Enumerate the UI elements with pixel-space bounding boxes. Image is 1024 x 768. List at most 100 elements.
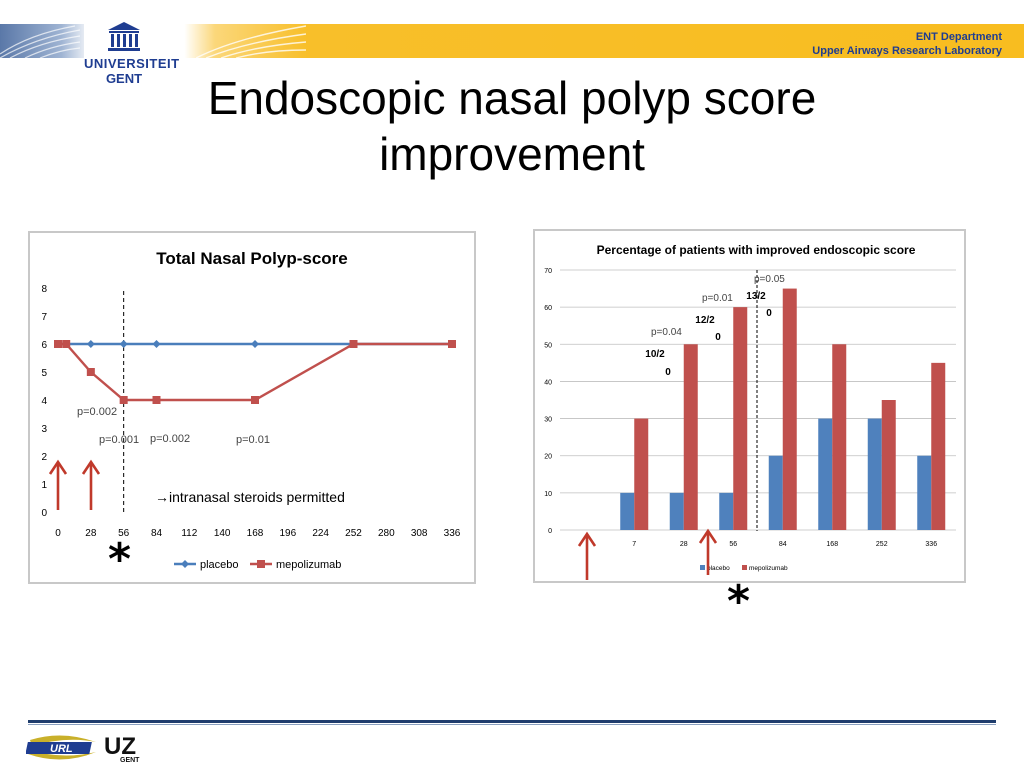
slide-title: Endoscopic nasal polyp score improvement	[150, 70, 874, 182]
chart1-xtick-label: 224	[312, 528, 329, 539]
chart2-xtick-label: 84	[779, 541, 787, 548]
chart2-bar-placebo	[620, 492, 635, 530]
up-arrow-4-head	[698, 528, 718, 544]
chart2-bar-placebo	[768, 455, 783, 530]
header-band	[0, 24, 1024, 58]
chart2-legend-swatch-placebo	[700, 565, 705, 570]
chart2-bar-placebo	[867, 418, 882, 530]
chart1-point-mepolizumab	[54, 340, 62, 348]
significance-star-right: *	[727, 576, 751, 627]
up-arrow-3-head	[577, 531, 597, 547]
chart2-bar-placebo	[719, 492, 734, 530]
url-logo: URL	[26, 735, 96, 760]
chart2-bar-placebo	[669, 492, 684, 530]
chart2-fraction-label: 13/2	[746, 291, 766, 302]
chart1-point-placebo	[251, 340, 259, 348]
chart2-bar-mepolizumab	[683, 344, 698, 530]
chart1-xtick-label: 56	[118, 528, 130, 539]
chart1-legend-label: mepolizumab	[276, 559, 341, 571]
chart1-xtick-label: 84	[151, 528, 163, 539]
building-icon	[108, 22, 140, 51]
chart2-fraction-label: 12/2	[695, 315, 715, 326]
chart1-legend-label: placebo	[200, 559, 239, 571]
chart2-title: Percentage of patients with improved end…	[597, 243, 916, 257]
chart2-xtick-label: 336	[925, 541, 937, 548]
uz-logo-text: UZ	[104, 733, 136, 760]
uz-logo-sub: GENT	[120, 757, 140, 764]
chart2-ytick-label: 60	[544, 305, 552, 312]
chart2-fraction-label: 10/2	[645, 349, 665, 360]
chart1-point-mepolizumab	[349, 340, 358, 348]
chart2-pvalue-label: p=0.05	[754, 274, 785, 285]
chart2-ytick-label: 30	[544, 417, 552, 424]
chart2-fraction-label: 0	[766, 308, 772, 319]
uz-gent-logo: UZ GENT	[104, 733, 140, 764]
chart1-title: Total Nasal Polyp-score	[156, 249, 347, 268]
chart1-xtick-label: 252	[345, 528, 362, 539]
footer-rule	[28, 720, 996, 723]
chart1-pvalue-label: p=0.01	[236, 434, 270, 446]
chart1-ytick-label: 0	[41, 508, 47, 519]
chart1-point-mepolizumab	[86, 368, 95, 376]
chart1-legend-marker-mepolizumab	[257, 560, 265, 568]
chart2-xtick-label: 28	[680, 541, 688, 548]
chart1-point-placebo	[152, 340, 161, 348]
chart1-pvalue-label: p=0.002	[77, 406, 117, 418]
improved-endoscopic-score-chart: Percentage of patients with improved end…	[533, 229, 966, 583]
chart2-bar-placebo	[818, 418, 833, 530]
chart1-ytick-label: 6	[41, 340, 47, 351]
nasal-polyp-score-chart: Total Nasal Polyp-score 0 1 2 3 4 5 6 7 8 0 28 56 84 1…	[28, 231, 476, 584]
chart1-point-mepolizumab	[62, 340, 71, 348]
chart2-xtick-label: 252	[876, 541, 888, 548]
chart1-steroid-note: →intranasal steroids permitted	[155, 489, 345, 505]
chart2-pvalue-label: p=0.04	[651, 327, 682, 338]
chart2-xtick-label: 168	[826, 541, 838, 548]
chart1-series-line-mepolizumab	[58, 342, 452, 402]
chart1-point-mepolizumab	[152, 396, 161, 404]
chart2-bar-mepolizumab	[931, 362, 946, 530]
chart2-bar-mepolizumab	[733, 307, 748, 530]
chart1-ytick-label: 3	[41, 424, 47, 435]
department-line-2: Upper Airways Research Laboratory	[812, 45, 1002, 57]
chart2-xtick-label: 56	[729, 541, 737, 548]
slide-title-line-2: improvement	[379, 128, 645, 180]
logo-line-1: UNIVERSITEIT	[84, 56, 180, 71]
chart1-xtick-label: 280	[378, 528, 395, 539]
chart2-bar-mepolizumab	[634, 418, 649, 530]
up-arrow-2-head	[81, 459, 101, 475]
chart1-point-mepolizumab	[251, 396, 259, 404]
chart1-xtick-label: 0	[55, 528, 61, 539]
chart1-ytick-label: 5	[41, 368, 47, 379]
department-label: ENT Department Upper Airways Research La…	[812, 30, 1002, 58]
url-logo-text: URL	[50, 743, 73, 755]
chart1-point-mepolizumab	[448, 340, 456, 348]
header-stripes-decoration	[0, 25, 80, 58]
chart1-xtick-label: 140	[214, 528, 231, 539]
chart2-bar-mepolizumab	[832, 344, 847, 530]
slide-title-line-1: Endoscopic nasal polyp score	[207, 72, 817, 124]
chart2-bar-mepolizumab	[881, 400, 896, 530]
improved-endoscopic-score-svg: Percentage of patients with improved end…	[544, 243, 956, 572]
chart1-ytick-label: 1	[41, 480, 47, 491]
chart2-ytick-label: 50	[544, 342, 552, 349]
chart2-legend-swatch-mepolizumab	[742, 565, 747, 570]
chart1-xtick-label: 28	[85, 528, 97, 539]
department-line-1: ENT Department	[915, 31, 1002, 43]
chart2-legend-label: mepolizumab	[749, 565, 788, 572]
chart2-ytick-label: 20	[544, 454, 552, 461]
universiteit-gent-logo: UNIVERSITEIT GENT	[84, 18, 180, 90]
chart1-xtick-label: 112	[181, 528, 197, 539]
header-stripes-decoration-2	[196, 25, 306, 58]
chart1-xtick-label: 336	[444, 528, 461, 539]
chart2-pvalue-label: p=0.01	[702, 293, 733, 304]
chart2-bar-mepolizumab	[782, 288, 797, 530]
chart1-point-placebo	[86, 340, 95, 348]
chart2-ytick-label: 40	[544, 379, 552, 386]
chart2-ytick-label: 70	[544, 268, 552, 275]
logo-line-2: GENT	[105, 71, 143, 86]
chart1-ytick-label: 7	[41, 312, 47, 323]
chart2-xtick-label: 7	[632, 541, 636, 548]
chart1-ytick-label: 8	[41, 284, 47, 295]
